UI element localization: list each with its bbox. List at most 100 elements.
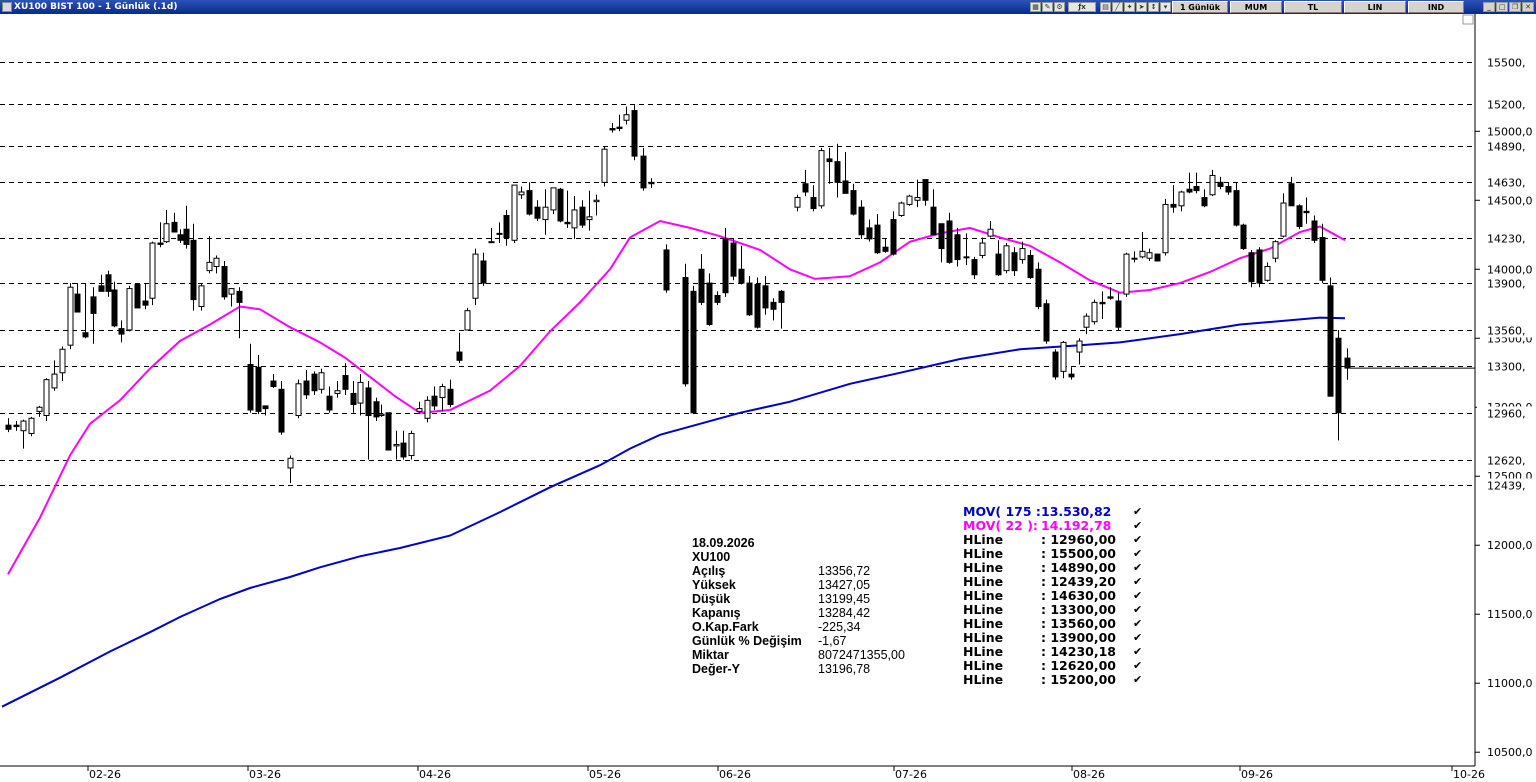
candle-body-down <box>303 380 310 396</box>
candle-body-down <box>118 328 125 335</box>
candle-body-up <box>295 383 302 417</box>
candle <box>456 332 463 364</box>
candle-body-up <box>906 195 913 205</box>
candle-body-up <box>206 261 213 272</box>
legend-value: : 12439,20 <box>1041 574 1116 589</box>
check-icon[interactable]: ✔ <box>1133 547 1143 560</box>
legend-name: HLine <box>963 588 1004 603</box>
candle <box>778 289 785 329</box>
period-select[interactable]: 1 Günlük <box>1172 1 1228 13</box>
candle-body-down <box>609 128 616 131</box>
check-icon[interactable]: ✔ <box>1133 673 1143 686</box>
candle-body-down <box>247 363 254 411</box>
maximize-icon[interactable]: □ <box>1496 2 1508 12</box>
candle-body-down <box>1201 197 1208 207</box>
check-icon[interactable]: ✔ <box>1133 603 1143 616</box>
arrow-icon[interactable]: ➤ <box>1136 2 1147 12</box>
candle-body-down <box>1052 351 1059 378</box>
xtick-label-5: 07-26 <box>895 768 927 781</box>
candle-body-down <box>698 268 705 303</box>
currency-select[interactable]: TL <box>1284 1 1342 13</box>
candle-body-down <box>431 395 438 407</box>
hline-label-text-8: 12960, <box>1487 408 1526 421</box>
check-icon[interactable]: ✔ <box>1133 575 1143 588</box>
candle-body-down <box>579 206 586 226</box>
candle <box>1076 338 1083 365</box>
candle <box>890 211 897 256</box>
candle-body-down <box>616 126 623 130</box>
candle <box>1201 189 1208 208</box>
check-icon[interactable]: ✔ <box>1133 659 1143 672</box>
candle <box>43 378 50 422</box>
candle <box>1311 215 1318 244</box>
close-icon[interactable]: ✕ <box>1522 2 1534 12</box>
ytick-label-9: 15000,0 <box>1487 125 1533 138</box>
candle <box>1027 249 1034 279</box>
candle-body-down <box>342 375 349 390</box>
candle <box>1344 348 1351 380</box>
scale-select[interactable]: LIN <box>1344 1 1406 13</box>
draw-icon[interactable]: ✎ <box>1042 2 1053 12</box>
candle-body-up <box>1019 248 1026 261</box>
formula-icon[interactable]: ƒx <box>1068 2 1096 12</box>
hline-label-6: 13560, <box>1477 323 1535 338</box>
table-icon[interactable]: ▤ <box>1100 2 1111 12</box>
candle-body-down <box>850 190 857 215</box>
check-icon[interactable]: ✔ <box>1133 505 1143 518</box>
xtick-label-3: 05-26 <box>589 768 621 781</box>
candle-body-up <box>1083 315 1090 328</box>
candle-body-down <box>373 401 380 418</box>
candle <box>303 369 310 399</box>
candle <box>938 223 945 263</box>
candle-body-up <box>1209 174 1216 196</box>
candle-body-down <box>1327 285 1334 397</box>
chevron-down-icon[interactable]: ▾ <box>1160 2 1171 12</box>
check-icon[interactable]: ✔ <box>1133 617 1143 630</box>
legend-value: : 13560,00 <box>1041 616 1116 631</box>
price-chart[interactable]: 10500,011000,011500,012000,012500,013000… <box>0 14 1536 782</box>
candle-body-up <box>318 372 325 390</box>
candle-body-down <box>1068 373 1075 378</box>
check-icon[interactable]: ✔ <box>1133 519 1143 532</box>
minimize-icon[interactable]: _ <box>1483 2 1495 12</box>
check-icon[interactable]: ✔ <box>1133 631 1143 644</box>
legend-value: : 13900,00 <box>1041 630 1116 645</box>
candle-body-down <box>682 277 689 385</box>
candle <box>198 283 205 311</box>
legend-name: HLine <box>963 574 1004 589</box>
line-icon[interactable]: ╱ <box>1112 2 1123 12</box>
tools-icon[interactable]: ✦ <box>1124 2 1135 12</box>
candle-body-up <box>424 399 431 419</box>
restore-icon[interactable]: ❐ <box>1509 2 1521 12</box>
candle <box>1272 240 1279 263</box>
grid-icon[interactable]: ▦ <box>1030 2 1041 12</box>
candle-body-down <box>922 179 929 201</box>
candle <box>255 354 262 415</box>
check-icon[interactable]: ✔ <box>1133 561 1143 574</box>
candle <box>36 405 43 417</box>
check-icon[interactable]: ✔ <box>1133 645 1143 658</box>
hline-label-text-1: 15200, <box>1487 99 1526 112</box>
candle <box>82 283 89 339</box>
candle <box>706 273 713 326</box>
candle <box>342 363 349 395</box>
chart-style-select[interactable]: MUM <box>1230 1 1282 13</box>
mode-select[interactable]: IND <box>1408 1 1464 13</box>
hline-label-2: 14890, <box>1477 139 1535 154</box>
candle <box>247 343 254 413</box>
candle <box>1131 251 1138 263</box>
info-label: Düşük <box>692 592 731 606</box>
candle-body-up <box>914 197 921 201</box>
check-icon[interactable]: ✔ <box>1133 589 1143 602</box>
candle <box>682 263 689 387</box>
check-icon[interactable]: ✔ <box>1133 533 1143 546</box>
scale-toggle-icon[interactable] <box>1462 14 1474 25</box>
candle <box>90 287 97 344</box>
candle-body-up <box>623 114 630 121</box>
candle <box>5 418 12 433</box>
info-label: Kapanış <box>692 606 741 620</box>
settings-icon[interactable]: ⚙ <box>1054 2 1065 12</box>
move-icon[interactable]: ↕ <box>1148 2 1159 12</box>
candle-body-down <box>385 412 392 451</box>
candle <box>318 368 325 394</box>
